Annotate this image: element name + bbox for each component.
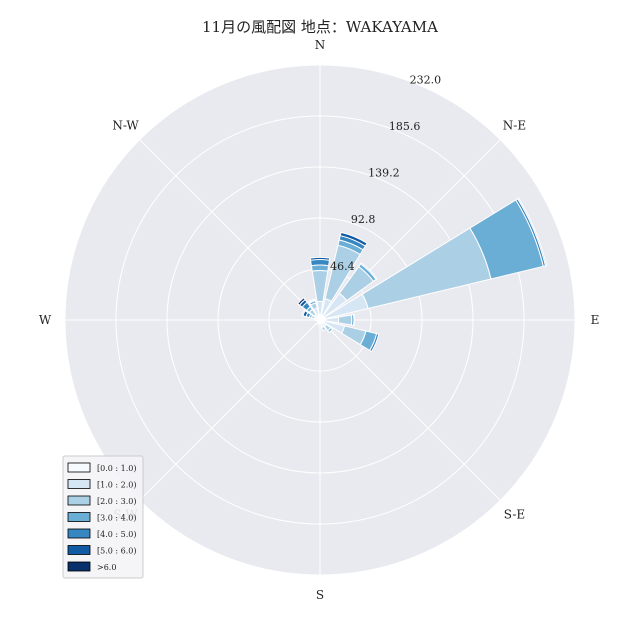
ring-label: 46.4 [330, 260, 355, 273]
legend-entry: [1.0 : 2.0) [97, 481, 136, 490]
direction-label-e: E [591, 313, 600, 327]
legend-swatch [68, 529, 90, 538]
legend-entry: [5.0 : 6.0) [97, 547, 136, 556]
legend-swatch [68, 463, 90, 472]
direction-label-w: W [39, 313, 52, 327]
legend-entry: [0.0 : 1.0) [97, 464, 136, 473]
windrose-wedge-w-bin2 [316, 319, 317, 320]
legend: [0.0 : 1.0) [1.0 : 2.0) [2.0 : 3.0) [3.0 : … [63, 456, 143, 578]
windrose-wedge-n-bin5 [310, 257, 330, 260]
legend-swatch [68, 496, 90, 505]
windrose-wedge-n-bin4 [311, 260, 330, 266]
legend-swatch [68, 562, 90, 571]
legend-swatch [68, 513, 90, 522]
legend-entry: [2.0 : 3.0) [97, 497, 136, 506]
legend-swatch [68, 480, 90, 489]
direction-label-s: S [316, 588, 324, 602]
windrose-wedge-e-bin2 [338, 315, 351, 325]
chart-title: 11月の風配図 地点：WAKAYAMA [202, 18, 438, 36]
direction-label-nw: N-W [112, 119, 139, 133]
legend-swatch [68, 546, 90, 555]
legend-entry: >6.0 [97, 563, 116, 572]
direction-label-n: N [315, 38, 326, 52]
ring-label: 232.0 [410, 73, 442, 86]
windrose-wedge-n-bin3 [311, 265, 328, 271]
direction-label-ne: N-E [503, 119, 526, 133]
legend-entry: [4.0 : 5.0) [97, 530, 136, 539]
ring-label: 139.2 [368, 167, 400, 180]
direction-label-se: S-E [504, 507, 525, 521]
ring-label: 92.8 [351, 213, 376, 226]
windrose-wedge-e-bin4 [354, 315, 355, 326]
legend-entry: [3.0 : 4.0) [97, 514, 136, 523]
ring-label: 185.6 [389, 120, 421, 133]
